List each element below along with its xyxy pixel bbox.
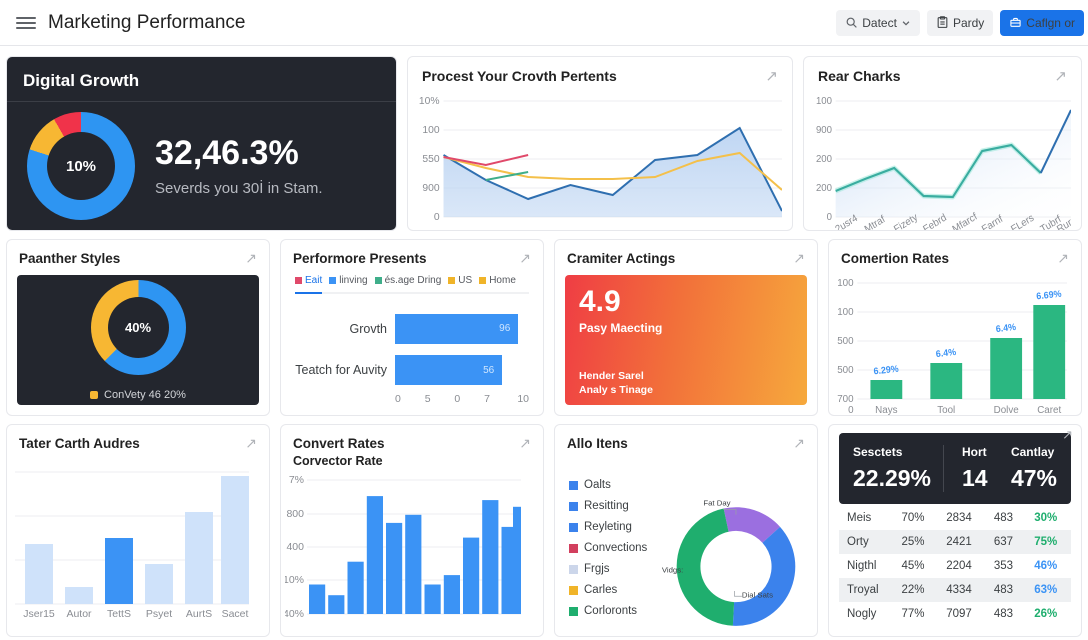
svg-text:TettS: TettS bbox=[107, 608, 131, 620]
svg-text:Nays: Nays bbox=[875, 405, 897, 416]
svg-text:100: 100 bbox=[816, 96, 832, 107]
svg-text:0: 0 bbox=[434, 212, 440, 223]
svg-text:Caret: Caret bbox=[1037, 405, 1061, 416]
svg-text:800: 800 bbox=[286, 508, 304, 520]
svg-text:900: 900 bbox=[816, 125, 832, 136]
svg-text:700: 700 bbox=[837, 394, 854, 405]
svg-text:Jser15: Jser15 bbox=[23, 608, 55, 620]
svg-text:100: 100 bbox=[837, 278, 854, 289]
svg-text:100: 100 bbox=[837, 307, 854, 318]
svg-text:400: 400 bbox=[286, 541, 304, 553]
svg-text:Psyet: Psyet bbox=[146, 608, 172, 620]
svg-text:Dial Sats: Dial Sats bbox=[742, 591, 773, 600]
svg-text:500: 500 bbox=[837, 336, 854, 347]
svg-text:200: 200 bbox=[816, 183, 832, 194]
svg-text:40%: 40% bbox=[285, 608, 304, 620]
svg-text:6.4%: 6.4% bbox=[995, 322, 1016, 335]
svg-text:Tool: Tool bbox=[937, 405, 955, 416]
svg-text:200: 200 bbox=[816, 154, 832, 165]
svg-text:500: 500 bbox=[837, 365, 854, 376]
svg-text:0: 0 bbox=[848, 405, 854, 416]
svg-text:Autor: Autor bbox=[66, 608, 92, 620]
svg-text:0: 0 bbox=[827, 212, 833, 223]
svg-text:Vidgs:: Vidgs: bbox=[662, 565, 683, 574]
svg-text:900: 900 bbox=[422, 183, 439, 194]
svg-text:10%: 10% bbox=[285, 574, 304, 586]
svg-text:Dolve: Dolve bbox=[994, 405, 1019, 416]
svg-text:100: 100 bbox=[422, 125, 439, 136]
svg-text:6.29%: 6.29% bbox=[873, 363, 899, 376]
svg-text:Sacet: Sacet bbox=[222, 608, 249, 620]
svg-text:7%: 7% bbox=[289, 474, 304, 486]
svg-text:AurtS: AurtS bbox=[186, 608, 212, 620]
svg-text:550: 550 bbox=[422, 154, 439, 165]
svg-text:10%: 10% bbox=[419, 96, 440, 107]
svg-text:6.4%: 6.4% bbox=[935, 347, 956, 360]
svg-text:6.69%: 6.69% bbox=[1036, 288, 1062, 301]
svg-text:Fat Day: Fat Day bbox=[704, 499, 731, 508]
